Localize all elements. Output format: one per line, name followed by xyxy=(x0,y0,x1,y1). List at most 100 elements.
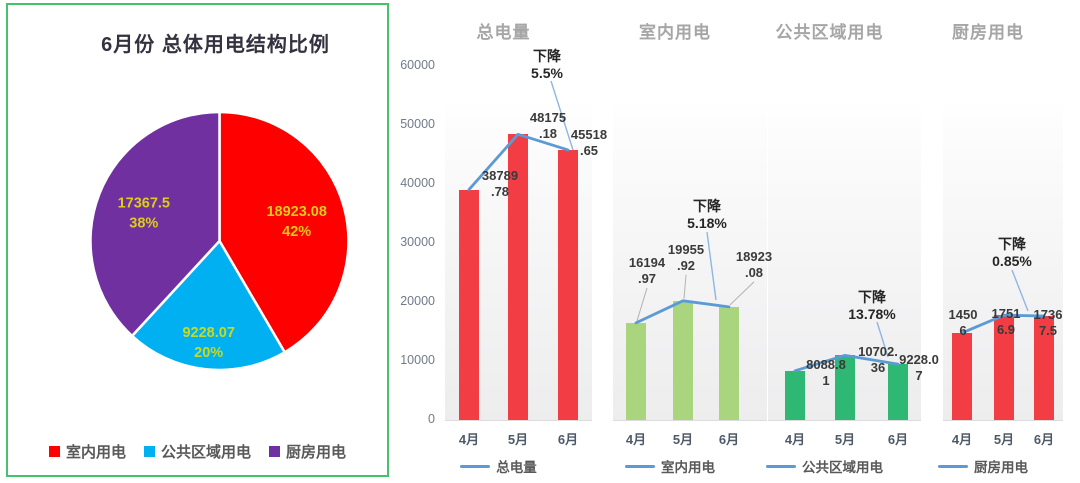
x-axis-label: 4月 xyxy=(951,432,973,447)
annotation-line: 下降 xyxy=(533,48,561,64)
pie-panel: 6月份 总体用电结构比例 18923.08 42% 9228.07 20% 17367.… xyxy=(6,3,389,477)
pie-slice-value: 18923.08 xyxy=(266,204,326,220)
pie-slice-公共区域用电 xyxy=(130,239,286,372)
chart-title: 室内用电 xyxy=(639,23,711,42)
value-label-line: 36 xyxy=(870,360,886,376)
pie-slice-室内用电 xyxy=(218,110,350,354)
chart-legend-label: 室内用电 xyxy=(661,460,715,475)
chart-title: 总电量 xyxy=(476,23,531,42)
chart-legend-label: 公共区域用电 xyxy=(802,460,883,475)
x-axis-label: 5月 xyxy=(993,432,1015,447)
bar-6月 xyxy=(558,149,578,420)
annotation-line: 5.5% xyxy=(531,65,563,81)
bar-4月 xyxy=(459,189,479,420)
value-label-line: 1450 xyxy=(948,306,978,322)
y-axis-tick: 60000 xyxy=(400,57,435,72)
value-label: 8088.8 1 xyxy=(803,357,849,389)
bar-5月 xyxy=(508,134,528,420)
legend-line-marker xyxy=(460,464,491,468)
pie-legend-label: 室内用电 xyxy=(65,444,126,461)
pie-legend-item: 厨房用电 xyxy=(269,441,346,462)
annotation-line: 13.78% xyxy=(848,306,896,322)
bar-4月 xyxy=(952,332,972,420)
x-axis-label: 6月 xyxy=(557,432,579,447)
pie-legend-label: 公共区域用电 xyxy=(160,444,251,461)
value-label-line: 19955 xyxy=(667,241,705,257)
pie-slice-percent: 20% xyxy=(194,345,223,361)
annotation-line: 下降 xyxy=(998,236,1026,252)
chart-legend-label: 厨房用电 xyxy=(974,460,1028,475)
value-label-line: .78 xyxy=(490,183,510,199)
x-axis-label: 4月 xyxy=(784,432,806,447)
pie-legend: 室内用电 公共区域用电 厨房用电 xyxy=(8,441,387,462)
bar-6月 xyxy=(888,364,908,420)
y-axis-tick: 20000 xyxy=(400,293,435,308)
annotation-line: 下降 xyxy=(693,198,721,214)
value-label: 16194.97 xyxy=(624,255,670,287)
annotation: 下降 13.78% xyxy=(837,289,907,323)
y-axis-tick: 30000 xyxy=(400,234,435,249)
bar-4月 xyxy=(626,322,646,420)
x-axis-label: 5月 xyxy=(507,432,529,447)
x-axis-label: 6月 xyxy=(1033,432,1055,447)
x-axis-label: 6月 xyxy=(718,432,740,447)
legend-swatch xyxy=(143,446,155,457)
pie-slice-value: 17367.5 xyxy=(118,196,170,212)
value-label: 18923.08 xyxy=(731,249,777,281)
value-label-line: 9228.0 xyxy=(899,352,939,368)
value-label-line: 7 xyxy=(915,368,923,384)
bar-4月 xyxy=(785,370,805,420)
value-label-line: 1 xyxy=(822,372,830,388)
y-axis-tick: 40000 xyxy=(400,175,435,190)
pie-legend-item: 室内用电 xyxy=(48,441,126,462)
pie-legend-item: 公共区域用电 xyxy=(143,441,251,462)
annotation-line: 0.85% xyxy=(992,253,1032,269)
pie-chart-title: 6月份 总体用电结构比例 xyxy=(101,34,330,57)
value-label-line: 38789 xyxy=(481,167,519,183)
y-axis-tick: 10000 xyxy=(400,352,435,367)
bar-6月 xyxy=(1034,316,1054,420)
value-label-line: .08 xyxy=(744,264,764,280)
value-label: 45518.65 xyxy=(566,127,612,159)
bar-5月 xyxy=(994,315,1014,420)
value-label-line: .18 xyxy=(538,126,558,142)
value-label-line: 45518 xyxy=(570,126,608,142)
value-label: 1450 6 xyxy=(940,307,986,339)
legend-line-marker xyxy=(938,464,968,468)
value-label: 10702. 36 xyxy=(855,344,901,376)
chart-legend: 总电量 xyxy=(425,456,572,476)
value-label-line: 8088.8 xyxy=(806,356,846,372)
chart-legend: 室内用电 xyxy=(593,456,747,476)
pie-slice-厨房用电 xyxy=(89,110,221,338)
legend-swatch xyxy=(48,446,60,457)
annotation: 下降 0.85% xyxy=(977,236,1047,270)
value-label: 19955.92 xyxy=(663,242,709,274)
pie-slice-percent: 42% xyxy=(282,224,311,240)
value-label-line: 10702. xyxy=(858,344,898,360)
bar-6月 xyxy=(719,306,739,420)
chart-legend: 公共区域用电 xyxy=(748,456,901,476)
value-label-line: 1751 xyxy=(991,306,1021,322)
x-axis-label: 4月 xyxy=(458,432,480,447)
y-axis-tick: 0 xyxy=(428,411,435,426)
value-label-line: .65 xyxy=(579,142,599,158)
value-label: 9228.0 7 xyxy=(896,352,942,384)
annotation-line: 下降 xyxy=(858,289,886,305)
bar-5月 xyxy=(673,300,693,420)
annotation: 下降 5.18% xyxy=(672,198,742,232)
value-label-line: 16194 xyxy=(628,254,666,270)
pie-slice-percent: 38% xyxy=(129,216,158,232)
value-label-line: 6.9 xyxy=(996,322,1016,338)
x-axis-label: 4月 xyxy=(625,432,647,447)
value-label-line: 6 xyxy=(959,322,967,338)
y-axis-tick: 50000 xyxy=(400,116,435,131)
value-label-line: 18923 xyxy=(735,248,773,264)
value-label: 38789.78 xyxy=(477,168,523,200)
pie-chart: 18923.08 42% 9228.07 20% 17367.5 38% xyxy=(89,110,350,372)
annotation: 下降 5.5% xyxy=(512,48,582,82)
chart-title: 公共区域用电 xyxy=(775,23,884,42)
chart-legend: 厨房用电 xyxy=(923,456,1043,476)
value-label: 1736 7.5 xyxy=(1025,307,1071,339)
value-label-line: 7.5 xyxy=(1038,323,1058,339)
